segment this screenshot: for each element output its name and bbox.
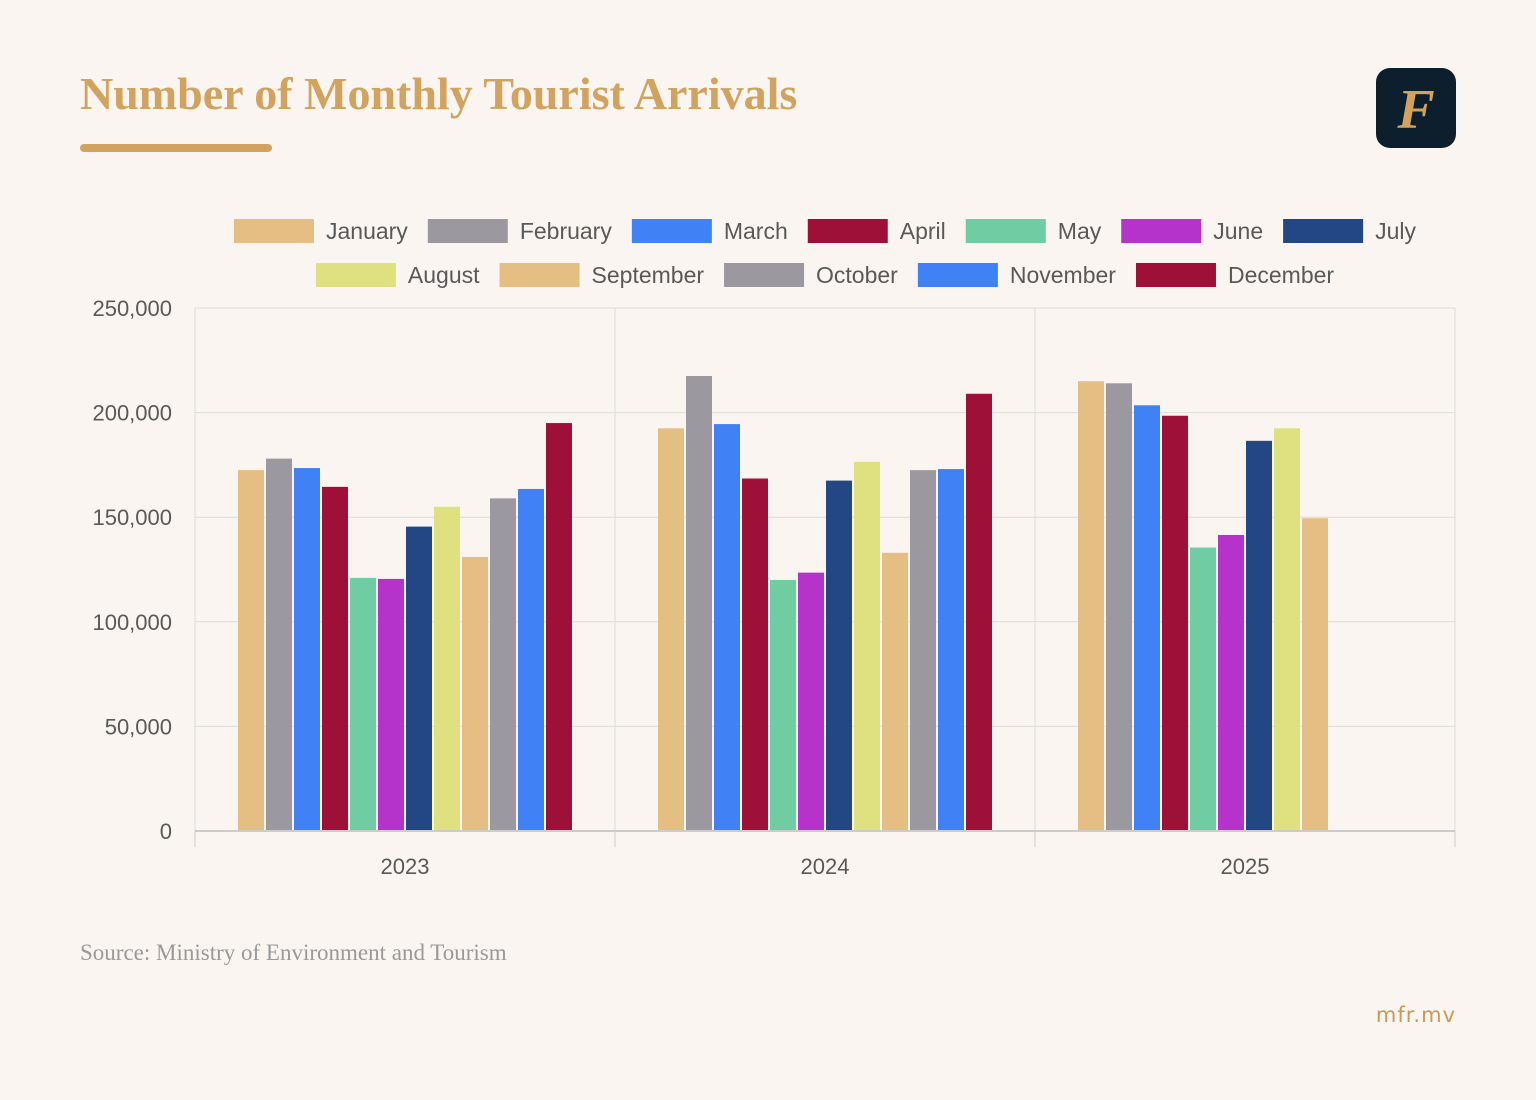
- legend-label-october: October: [816, 262, 898, 288]
- bar-july-2024: [826, 480, 852, 831]
- x-tick-label: 2024: [801, 854, 850, 879]
- bar-january-2025: [1078, 381, 1104, 831]
- legend-label-january: January: [326, 218, 408, 244]
- site-url[interactable]: mfr.mv: [1375, 1003, 1456, 1027]
- brand-logo: F: [1376, 68, 1456, 148]
- legend-swatch-march: [631, 219, 712, 243]
- legend-swatch-october: [724, 263, 805, 287]
- bar-july-2025: [1246, 440, 1272, 831]
- bar-october-2023: [490, 498, 516, 831]
- legend-swatch-july: [1283, 219, 1364, 243]
- bar-july-2023: [406, 526, 432, 831]
- bar-august-2024: [854, 461, 880, 831]
- legend-label-march: March: [724, 218, 788, 244]
- bar-february-2025: [1106, 383, 1132, 831]
- legend-swatch-february: [427, 219, 508, 243]
- bar-september-2025: [1302, 518, 1328, 831]
- legend-label-july: July: [1375, 218, 1416, 244]
- legend-swatch-april: [807, 219, 888, 243]
- legend-label-april: April: [900, 218, 946, 244]
- legend-swatch-november: [917, 263, 998, 287]
- legend-label-february: February: [520, 218, 613, 244]
- bar-december-2024: [966, 393, 992, 831]
- legend-label-may: May: [1058, 218, 1102, 244]
- y-tick-label: 150,000: [92, 505, 172, 530]
- bar-october-2024: [910, 470, 936, 831]
- x-tick-label: 2025: [1221, 854, 1270, 879]
- bar-april-2024: [742, 478, 768, 831]
- y-tick-label: 100,000: [92, 610, 172, 635]
- legend-swatch-january: [233, 219, 314, 243]
- bar-november-2023: [518, 488, 544, 831]
- logo-letter-icon: F: [1396, 79, 1434, 141]
- bar-march-2023: [294, 468, 320, 831]
- bar-january-2023: [238, 470, 264, 831]
- legend-label-december: December: [1228, 262, 1334, 288]
- bar-november-2024: [938, 469, 964, 831]
- bar-august-2023: [434, 506, 460, 831]
- bar-february-2023: [266, 458, 292, 831]
- bar-september-2024: [882, 552, 908, 831]
- title-underline: [80, 144, 272, 152]
- bar-december-2023: [546, 423, 572, 831]
- bar-june-2025: [1218, 534, 1244, 831]
- bar-february-2024: [686, 375, 712, 831]
- legend-swatch-june: [1121, 219, 1202, 243]
- bar-may-2024: [770, 579, 796, 831]
- bar-april-2023: [322, 486, 348, 831]
- legend-label-august: August: [408, 262, 480, 288]
- legend-swatch-september: [499, 263, 580, 287]
- bar-january-2024: [658, 428, 684, 831]
- bar-march-2024: [714, 424, 740, 831]
- bar-august-2025: [1274, 428, 1300, 831]
- legend-swatch-august: [315, 263, 396, 287]
- legend-label-november: November: [1010, 262, 1116, 288]
- bar-september-2023: [462, 556, 488, 831]
- x-tick-label: 2023: [381, 854, 430, 879]
- source-note: Source: Ministry of Environment and Tour…: [80, 940, 507, 965]
- legend-label-september: September: [592, 262, 705, 288]
- bar-may-2025: [1190, 547, 1216, 831]
- y-tick-label: 200,000: [92, 401, 172, 426]
- y-tick-label: 250,000: [92, 296, 172, 321]
- bar-june-2024: [798, 572, 824, 831]
- bar-april-2025: [1162, 415, 1188, 831]
- bar-may-2023: [350, 577, 376, 831]
- y-tick-label: 0: [160, 819, 172, 844]
- legend-swatch-december: [1135, 263, 1216, 287]
- legend-label-june: June: [1213, 218, 1263, 244]
- page-title: Number of Monthly Tourist Arrivals: [80, 68, 798, 119]
- bar-march-2025: [1134, 405, 1160, 831]
- y-tick-label: 50,000: [105, 714, 172, 739]
- legend-swatch-may: [965, 219, 1046, 243]
- bar-june-2023: [378, 578, 404, 831]
